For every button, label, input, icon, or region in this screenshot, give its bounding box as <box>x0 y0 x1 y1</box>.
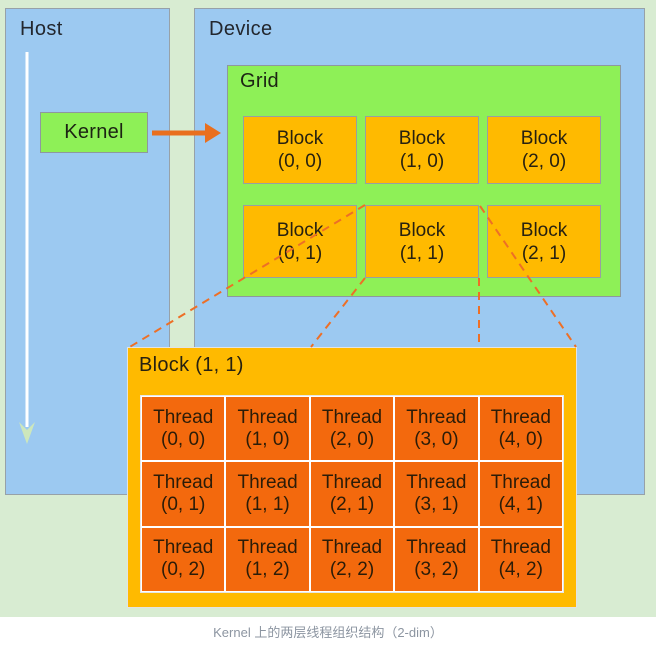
grid-label: Grid <box>240 70 279 92</box>
thread-cell-4-0: Thread (4, 0) <box>479 397 562 461</box>
thread-coords: (3, 0) <box>414 428 459 450</box>
thread-name: Thread <box>237 537 298 559</box>
block-name: Block <box>276 128 324 149</box>
grid-block-1-0: Block (1, 0) <box>365 116 479 184</box>
thread-name: Thread <box>406 537 467 559</box>
thread-coords: (2, 2) <box>329 559 375 581</box>
grid-block-0-1: Block (0, 1) <box>243 205 357 278</box>
thread-name: Thread <box>321 537 383 559</box>
thread-name: Thread <box>153 406 214 428</box>
grid-block-1-1: Block (1, 1) <box>365 205 479 278</box>
thread-cell-4-1: Thread (4, 1) <box>479 462 562 526</box>
thread-cell-0-1: Thread (0, 1) <box>142 462 225 526</box>
grid-block-2-1: Block (2, 1) <box>487 205 601 278</box>
thread-coords: (1, 1) <box>245 493 290 515</box>
host-label: Host <box>20 18 63 40</box>
thread-table: Thread (0, 0) Thread (1, 0) Thread (2, 0… <box>140 395 564 593</box>
thread-name: Thread <box>153 471 214 493</box>
thread-name: Thread <box>406 406 467 428</box>
thread-coords: (1, 0) <box>245 428 290 450</box>
thread-coords: (4, 0) <box>498 428 543 450</box>
figure-caption: Kernel 上的两层线程组织结构（2-dim） <box>213 625 443 640</box>
block-name: Block <box>398 128 446 149</box>
thread-name: Thread <box>321 406 383 428</box>
kernel-label: Kernel <box>64 121 124 143</box>
thread-cell-2-2: Thread (2, 2) <box>310 527 394 591</box>
thread-name: Thread <box>490 406 551 428</box>
thread-cell-1-1: Thread (1, 1) <box>226 462 309 526</box>
thread-cell-3-1: Thread (3, 1) <box>395 462 478 526</box>
thread-coords: (2, 0) <box>329 428 375 450</box>
block-coords: (2, 0) <box>521 151 567 172</box>
thread-cell-1-0: Thread (1, 0) <box>226 397 309 461</box>
grid-block-0-0: Block (0, 0) <box>243 116 357 184</box>
thread-coords: (0, 2) <box>161 559 206 581</box>
thread-coords: (3, 1) <box>414 493 459 515</box>
block-coords: (1, 0) <box>399 151 445 172</box>
grid-block-2-0: Block (2, 0) <box>487 116 601 184</box>
block-coords: (2, 1) <box>521 242 567 264</box>
thread-cell-2-0: Thread (2, 0) <box>310 397 394 461</box>
thread-cell-2-1: Thread (2, 1) <box>310 462 394 526</box>
block-name: Block <box>520 128 568 149</box>
device-label: Device <box>209 18 273 40</box>
block-coords: (0, 0) <box>277 151 323 172</box>
kernel-box: Kernel <box>40 112 148 153</box>
thread-name: Thread <box>321 471 383 493</box>
block-name: Block <box>276 219 324 241</box>
thread-name: Thread <box>490 471 551 493</box>
thread-name: Thread <box>490 537 551 559</box>
block-name: Block <box>398 219 446 241</box>
thread-coords: (1, 2) <box>245 559 290 581</box>
thread-coords: (4, 2) <box>498 559 543 581</box>
thread-name: Thread <box>153 537 214 559</box>
block-detail-title: Block (1, 1) <box>139 354 244 376</box>
thread-name: Thread <box>406 471 467 493</box>
thread-coords: (2, 1) <box>329 493 375 515</box>
thread-coords: (0, 0) <box>161 428 206 450</box>
thread-name: Thread <box>237 471 298 493</box>
block-coords: (0, 1) <box>277 242 323 264</box>
thread-cell-4-2: Thread (4, 2) <box>479 527 562 591</box>
thread-coords: (4, 1) <box>498 493 543 515</box>
thread-cell-0-2: Thread (0, 2) <box>142 527 225 591</box>
thread-cell-3-2: Thread (3, 2) <box>395 527 478 591</box>
block-name: Block <box>520 219 568 241</box>
thread-cell-3-0: Thread (3, 0) <box>395 397 478 461</box>
block-grid: Block (0, 0) Block (1, 0) Block (2, 0) B… <box>243 116 601 278</box>
thread-name: Thread <box>237 406 298 428</box>
block-coords: (1, 1) <box>399 242 445 264</box>
thread-cell-1-2: Thread (1, 2) <box>226 527 309 591</box>
thread-coords: (0, 1) <box>161 493 206 515</box>
thread-coords: (3, 2) <box>414 559 459 581</box>
thread-cell-0-0: Thread (0, 0) <box>142 397 225 461</box>
